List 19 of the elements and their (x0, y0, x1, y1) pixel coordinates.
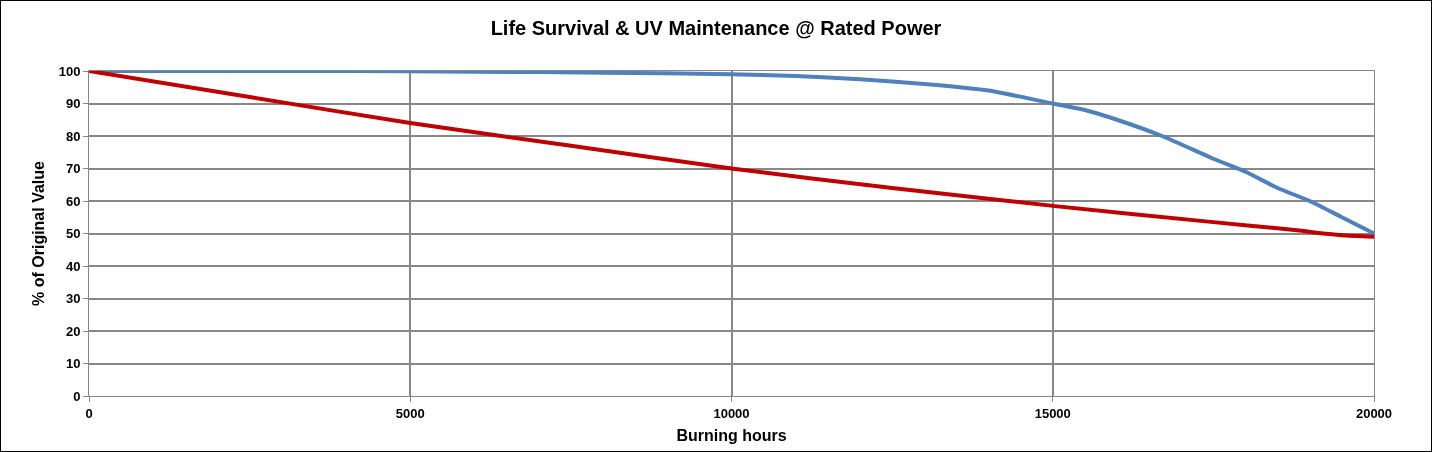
chart-title: Life Survival & UV Maintenance @ Rated Power (490, 17, 942, 40)
x-tick-label: 15000 (1034, 405, 1071, 421)
x-axis-title: Burning hours (676, 427, 787, 445)
y-tick-label: 70 (65, 161, 81, 177)
y-tick-label: 30 (65, 291, 81, 307)
y-tick-label: 40 (65, 258, 81, 274)
x-tick-label: 10000 (713, 405, 750, 421)
y-tick-label: 50 (65, 226, 81, 242)
y-tick-label: 90 (65, 96, 81, 112)
y-tick-label: 10 (65, 356, 81, 372)
x-tick-label: 0 (85, 405, 93, 421)
y-tick-label: 20 (65, 323, 81, 339)
y-tick-label: 100 (58, 63, 81, 79)
x-tick-label: 20000 (1355, 405, 1393, 421)
x-tick-label: 5000 (395, 405, 425, 421)
y-tick-label: 0 (73, 388, 81, 404)
y-tick-label: 60 (65, 193, 81, 209)
y-tick-label: 80 (65, 128, 81, 144)
y-axis-title: % of Original Value (29, 160, 47, 306)
